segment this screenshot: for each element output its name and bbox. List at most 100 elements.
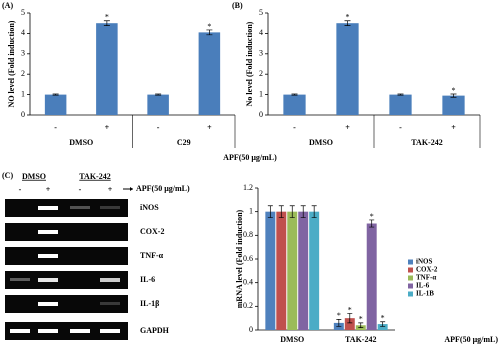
shared-x-label: APF(50 μg/mL) [223, 153, 277, 162]
error-bar [344, 20, 351, 26]
x-tick-label: + [345, 123, 350, 132]
band [38, 329, 58, 333]
lane-label: + [108, 185, 113, 194]
y-tick-label: 3 [21, 49, 25, 58]
legend-swatch [408, 259, 413, 265]
bar [198, 32, 221, 115]
gel-row [5, 322, 128, 340]
gene-label: TNF-α [140, 251, 164, 260]
y-tick-label: 3 [259, 49, 263, 58]
bar [366, 223, 377, 330]
gene-label: COX-2 [140, 227, 164, 236]
legend-label: TNF-α [416, 274, 436, 282]
significance-mark: * [359, 315, 363, 324]
band [100, 329, 120, 333]
bar [389, 94, 412, 115]
error-bar [380, 321, 386, 327]
group-label: DMSO [69, 138, 93, 147]
y-tick-label: 1.2 [243, 183, 253, 192]
y-tick-label: 5 [21, 8, 25, 17]
band [38, 302, 58, 306]
legend-label: IL-1B [416, 290, 434, 298]
gel-row [5, 247, 128, 265]
legend-label: iNOS [416, 258, 432, 266]
band [38, 206, 58, 210]
bar [96, 23, 118, 116]
band [38, 278, 58, 282]
gel-row [5, 271, 128, 289]
y-tick-label: 0 [249, 325, 253, 334]
significance-mark: * [105, 13, 109, 22]
bar [287, 211, 298, 330]
gel-bands [10, 206, 120, 333]
error-bar [278, 205, 284, 218]
gel-group: TAK-242 [79, 172, 110, 181]
band [10, 278, 30, 281]
y-tick-label: 1 [259, 89, 263, 98]
band [38, 254, 58, 258]
error-bar [267, 205, 273, 218]
lane-label: - [19, 185, 22, 194]
band [38, 230, 58, 234]
y-axis-label: NO level (Fold induction) [7, 20, 16, 107]
y-tick-label: 4 [259, 28, 263, 37]
error-bar [347, 313, 353, 324]
arrow-head [130, 187, 133, 191]
bar [276, 211, 287, 330]
bar [265, 211, 276, 330]
gene-label: IL-6 [140, 275, 155, 284]
error-bar [397, 93, 404, 96]
bar [44, 94, 67, 115]
legend-label: COX-2 [416, 266, 438, 274]
y-tick-label: 0 [259, 110, 263, 119]
gene-label: IL-1β [140, 299, 159, 308]
legend-swatch [408, 267, 413, 273]
error-bar [300, 205, 306, 218]
significance-mark: * [370, 212, 374, 221]
significance-mark: * [348, 305, 352, 314]
y-tick-label: 1 [21, 89, 25, 98]
significance-mark: * [381, 314, 385, 323]
x-axis-label: APF(50 μg/mL) [444, 335, 498, 344]
lane-label: + [46, 185, 51, 194]
gel-group: DMSO [22, 172, 46, 181]
gel-panel: (C) DMSO TAK-242 - + - + APF(50 μg/mL) [2, 171, 190, 340]
error-bar [103, 20, 110, 26]
x-tick-label: - [54, 123, 57, 132]
x-tick-label: - [157, 123, 160, 132]
y-axis-label: mRNA level (Fold induction) [235, 209, 244, 308]
error-bar [450, 93, 457, 98]
band [100, 278, 120, 282]
panel-label: (B) [232, 1, 243, 10]
band [100, 206, 120, 209]
significance-mark: * [207, 22, 211, 31]
gel-treatment: APF(50 μg/mL) [136, 184, 190, 193]
error-bar [206, 29, 213, 36]
significance-mark: * [337, 311, 341, 320]
gel-row [5, 199, 128, 217]
error-bar [289, 205, 295, 218]
panel-label: (A) [2, 1, 13, 10]
band [70, 206, 90, 209]
bar [283, 94, 306, 115]
y-tick-label: 0 [21, 110, 25, 119]
error-bar [311, 205, 317, 218]
gene-label: GAPDH [140, 326, 170, 335]
gel-rows [5, 199, 128, 340]
error-bar [52, 93, 59, 96]
bar [298, 211, 309, 330]
y-tick-label: 1 [249, 206, 253, 215]
x-tick-label: TAK-242 [345, 335, 376, 344]
error-bar [369, 219, 375, 228]
y-tick-label: 0.6 [243, 254, 253, 263]
y-tick-label: 0.2 [243, 301, 253, 310]
gene-label: iNOS [140, 203, 159, 212]
y-tick-label: 2 [21, 69, 25, 78]
x-tick-label: - [399, 123, 402, 132]
legend-swatch [408, 283, 413, 289]
band [70, 329, 90, 333]
error-bar [291, 93, 298, 96]
band [10, 329, 30, 333]
x-tick-label: - [293, 123, 296, 132]
